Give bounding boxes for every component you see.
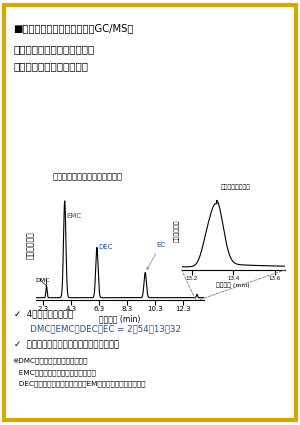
Text: 溶媒の同定・組成比の算出や: 溶媒の同定・組成比の算出や	[14, 45, 95, 55]
Text: EMC：エチルメチルカーボネート、: EMC：エチルメチルカーボネート、	[12, 369, 96, 376]
X-axis label: 保持時間 (min): 保持時間 (min)	[216, 283, 250, 288]
Text: DMC: DMC	[35, 278, 50, 283]
Text: ■溶媒・添加剤の定性分析（GC/MS）: ■溶媒・添加剤の定性分析（GC/MS）	[14, 23, 134, 34]
Y-axis label: アバンダンス: アバンダンス	[175, 219, 180, 242]
Text: プロパンスルトン: プロパンスルトン	[221, 184, 251, 190]
Text: EMC: EMC	[66, 213, 81, 219]
Text: ✓  4種の溶媒を検出。: ✓ 4種の溶媒を検出。	[14, 309, 73, 318]
Text: DEC：ジエチルカーボネート、EM：エチレンカーボネート: DEC：ジエチルカーボネート、EM：エチレンカーボネート	[12, 381, 146, 388]
Y-axis label: アバンダンス: アバンダンス	[26, 232, 34, 259]
X-axis label: 保持時間 (min): 保持時間 (min)	[99, 314, 141, 324]
Text: 添加剤の同定が可能です。: 添加剤の同定が可能です。	[14, 62, 88, 72]
Text: DEC: DEC	[99, 244, 113, 250]
Text: ※DMC：ジメチルカーボネート、: ※DMC：ジメチルカーボネート、	[12, 357, 88, 364]
Text: トータルイオンクロマトグラム: トータルイオンクロマトグラム	[53, 173, 123, 181]
Text: EC: EC	[147, 242, 165, 269]
Text: DMC：EMC：DEC：EC = 2：54：13：32: DMC：EMC：DEC：EC = 2：54：13：32	[22, 324, 182, 333]
Text: ✓  電極保護剤のプロパンスルトンを検出。: ✓ 電極保護剤のプロパンスルトンを検出。	[14, 340, 119, 349]
